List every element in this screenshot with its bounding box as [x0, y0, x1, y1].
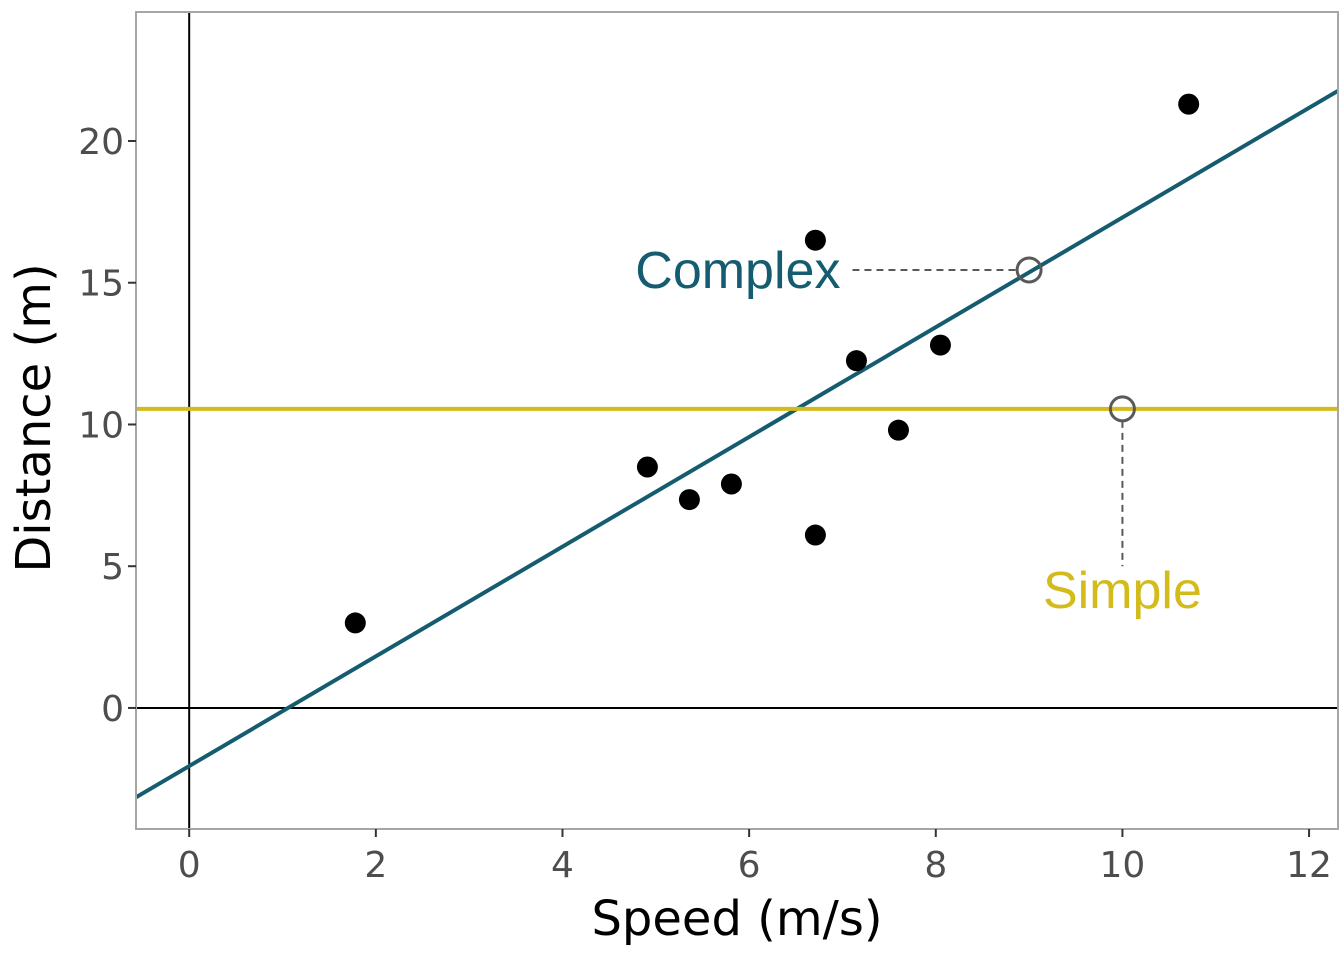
data-point — [1178, 93, 1200, 115]
data-point — [845, 350, 867, 372]
y-tick-label: 10 — [78, 405, 124, 446]
y-axis-title-group: Distance (m) — [6, 263, 62, 572]
y-tick-label: 5 — [101, 547, 124, 588]
model-lines — [136, 89, 1338, 800]
data-point — [804, 524, 826, 546]
data-point — [344, 612, 366, 634]
data-point — [929, 334, 951, 356]
annotations: Complex Simple — [635, 242, 1202, 620]
x-axis-ticks: 0 2 4 6 8 10 12 — [178, 829, 1332, 886]
panel-border — [135, 11, 1339, 830]
data-point — [720, 473, 742, 495]
x-tick-label: 8 — [924, 845, 947, 886]
y-tick-label: 20 — [78, 122, 124, 163]
x-tick-label: 0 — [178, 845, 201, 886]
prediction-marker-simple — [1108, 395, 1136, 423]
data-point — [678, 489, 700, 511]
annotation-label-simple: Simple — [1043, 562, 1202, 620]
annotation-label-complex: Complex — [635, 242, 840, 300]
x-tick-label: 2 — [364, 845, 387, 886]
prediction-marker-complex — [1015, 256, 1043, 284]
y-axis-ticks: 0 5 10 15 20 — [78, 122, 136, 730]
x-tick-label: 6 — [738, 845, 761, 886]
x-tick-label: 10 — [1100, 845, 1146, 886]
x-axis-title: Speed (m/s) — [591, 891, 882, 947]
data-point — [804, 229, 826, 251]
y-tick-label: 15 — [78, 264, 124, 305]
model-line-complex — [136, 89, 1338, 800]
y-axis-title: Distance (m) — [6, 263, 62, 572]
y-tick-label: 0 — [101, 689, 124, 730]
reference-lines — [136, 12, 1338, 829]
data-point — [887, 419, 909, 441]
x-tick-label: 4 — [551, 845, 574, 886]
data-point — [636, 456, 658, 478]
x-tick-label: 12 — [1286, 845, 1332, 886]
data-points — [344, 93, 1200, 634]
